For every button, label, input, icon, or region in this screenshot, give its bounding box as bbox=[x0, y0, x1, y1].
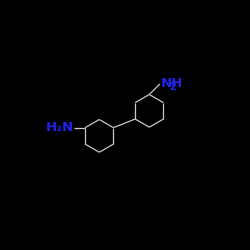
Text: H₂N: H₂N bbox=[46, 121, 74, 134]
Text: NH: NH bbox=[161, 78, 183, 90]
Text: 2: 2 bbox=[169, 82, 176, 92]
